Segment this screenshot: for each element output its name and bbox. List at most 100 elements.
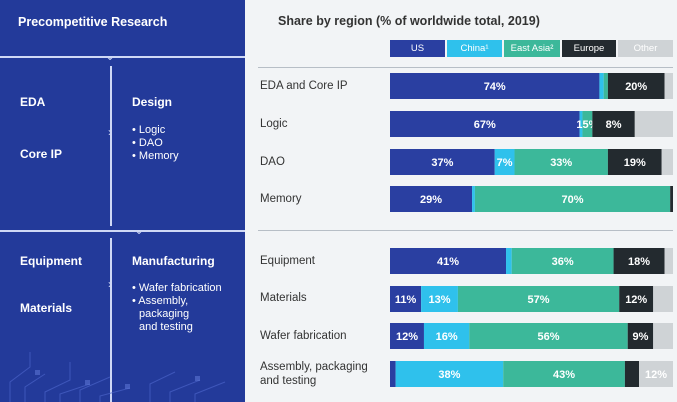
category-label: Materials bbox=[260, 292, 307, 304]
bar-segment bbox=[582, 111, 593, 137]
label-equipment: Equipment bbox=[20, 254, 82, 268]
bar-segment bbox=[639, 361, 673, 387]
divider-middle bbox=[0, 230, 245, 232]
data-label: 38% bbox=[438, 369, 460, 381]
data-label: 8% bbox=[606, 119, 622, 131]
bar-segment bbox=[664, 248, 673, 274]
label-eda: EDA bbox=[20, 95, 46, 109]
data-label: 13% bbox=[429, 294, 451, 306]
bar-segment bbox=[390, 248, 507, 274]
value-chain-panel: Precompetitive Research ⌄ › EDA Core IP … bbox=[0, 0, 245, 402]
data-label: 16% bbox=[436, 331, 458, 343]
bar-segment bbox=[390, 186, 473, 212]
bar-segment bbox=[613, 248, 665, 274]
data-label: 19% bbox=[624, 157, 646, 169]
bar-segment bbox=[619, 286, 654, 312]
bar-segment bbox=[390, 149, 495, 175]
category-label: EDA and Core IP bbox=[260, 80, 348, 92]
data-label: 20% bbox=[625, 81, 647, 93]
label-materials: Materials bbox=[20, 301, 73, 315]
label-core-ip: Core IP bbox=[20, 147, 63, 161]
legend-other: Other bbox=[618, 40, 673, 57]
data-label: 7% bbox=[497, 157, 513, 169]
data-label: 9% bbox=[633, 331, 649, 343]
bar-segment bbox=[661, 149, 673, 175]
data-label: 37% bbox=[431, 157, 453, 169]
data-label: 18% bbox=[628, 256, 650, 268]
category-label: Equipment bbox=[260, 255, 315, 267]
chevron-down-icon: ⌄ bbox=[134, 223, 145, 237]
design-item: • DAO bbox=[132, 137, 163, 149]
design-item: • Memory bbox=[132, 150, 179, 162]
label-design: Design bbox=[132, 95, 173, 109]
rule-top bbox=[258, 67, 673, 68]
data-label: 67% bbox=[474, 119, 496, 131]
legend-us: US bbox=[390, 40, 445, 57]
bar-segment bbox=[670, 186, 673, 212]
bar-segment bbox=[653, 286, 673, 312]
chart-title: Share by region (% of worldwide total, 2… bbox=[278, 14, 540, 28]
bar-segment bbox=[511, 248, 614, 274]
bar-segment bbox=[599, 73, 604, 99]
category-label: Logic bbox=[260, 118, 288, 130]
panel-header: Precompetitive Research bbox=[18, 15, 168, 29]
bar-segment bbox=[423, 323, 470, 349]
data-label: 57% bbox=[528, 294, 550, 306]
bar-segment bbox=[474, 186, 671, 212]
bar-segment bbox=[457, 286, 620, 312]
manufacturing-item: • Assembly, bbox=[132, 295, 189, 307]
bar-segment bbox=[421, 286, 458, 312]
bar-segment bbox=[607, 149, 662, 175]
category-label: Assembly, packaging bbox=[260, 361, 368, 373]
bar-segment bbox=[634, 111, 673, 137]
legend-europe: Europe bbox=[562, 40, 616, 57]
legend-china: China¹ bbox=[447, 40, 502, 57]
chevron-right-icon: › bbox=[108, 125, 112, 139]
bar-segment bbox=[603, 73, 608, 99]
design-item: • Logic bbox=[132, 124, 166, 136]
data-label: 12% bbox=[625, 294, 647, 306]
data-label: 43% bbox=[553, 369, 575, 381]
chevron-right-icon: › bbox=[108, 277, 112, 291]
data-label: 29% bbox=[420, 194, 442, 206]
bar-segment bbox=[469, 323, 628, 349]
bar-segment bbox=[472, 186, 475, 212]
data-label: 11% bbox=[395, 294, 417, 306]
data-label: 36% bbox=[552, 256, 574, 268]
manufacturing-item: and testing bbox=[139, 321, 193, 333]
bar-segment bbox=[390, 361, 396, 387]
category-label: Wafer fabrication bbox=[260, 330, 347, 342]
bar-segment bbox=[506, 248, 512, 274]
bar-segment bbox=[390, 111, 580, 137]
manufacturing-items: • Wafer fabrication • Assembly, packagin… bbox=[132, 282, 222, 334]
manufacturing-item: packaging bbox=[139, 308, 190, 320]
bar-segment bbox=[653, 323, 673, 349]
divider-top bbox=[0, 56, 245, 58]
divider-vertical-bottom bbox=[110, 238, 112, 402]
data-label: 70% bbox=[562, 194, 584, 206]
manufacturing-item: • Wafer fabrication bbox=[132, 282, 222, 294]
rule-middle bbox=[258, 230, 673, 231]
category-label: DAO bbox=[260, 156, 285, 168]
bar-segment bbox=[592, 111, 635, 137]
category-label: Memory bbox=[260, 193, 302, 205]
bar-segment bbox=[494, 149, 515, 175]
bar-segment bbox=[503, 361, 625, 387]
bar-segment bbox=[514, 149, 608, 175]
bar-segment bbox=[624, 361, 640, 387]
data-label: 33% bbox=[550, 157, 572, 169]
design-items: • Logic • DAO • Memory bbox=[132, 124, 179, 163]
data-label: 12% bbox=[645, 369, 667, 381]
circuit-decoration bbox=[9, 352, 226, 402]
legend-east-asia: East Asia² bbox=[504, 40, 560, 57]
data-label: 12% bbox=[396, 331, 418, 343]
data-label: 56% bbox=[537, 331, 559, 343]
bar-segment bbox=[607, 73, 665, 99]
chevron-down-icon: ⌄ bbox=[105, 49, 116, 63]
category-label: and testing bbox=[260, 375, 317, 387]
bar-segment bbox=[390, 323, 424, 349]
label-manufacturing: Manufacturing bbox=[132, 254, 215, 268]
bar-segment bbox=[395, 361, 504, 387]
data-label: 74% bbox=[484, 81, 506, 93]
